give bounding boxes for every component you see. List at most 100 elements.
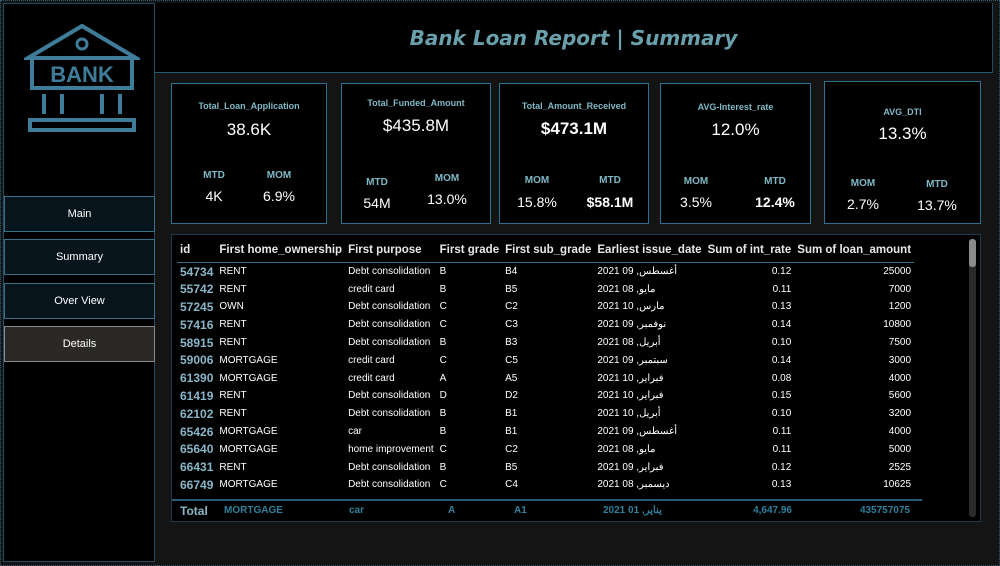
vertical-scrollbar[interactable] [969, 239, 976, 517]
kpi-value: $473.1M [540, 119, 608, 138]
column-header-int-rate[interactable]: Sum of int_rate [704, 238, 795, 263]
table-cell: B [439, 461, 447, 473]
table-cell: car [348, 426, 362, 438]
table-cell: OWN [219, 301, 244, 313]
table-cell: أبريل, 10 2021 [597, 408, 661, 420]
total-sub-grade: A1 [514, 505, 527, 516]
table-cell: C [439, 479, 447, 491]
nav-details-button[interactable]: Details [4, 326, 155, 362]
table-cell: RENT [219, 337, 247, 349]
kpi-right-label: MOM [434, 173, 460, 184]
kpi-right-value: 13.7% [917, 197, 957, 213]
table-cell: Debt consolidation [348, 390, 431, 402]
table-cell: 0.14 [771, 354, 792, 366]
kpi-title: Total_Amount_Received [521, 101, 627, 111]
column-header-purpose[interactable]: First purpose [345, 238, 437, 263]
logo-text: BANK [50, 62, 114, 87]
table-cell: MORTGAGE [219, 443, 278, 455]
kpi-card-avg-dti: AVG_DTI 13.3% MOM 2.7% MTD 13.7% [824, 81, 981, 224]
table-cell: A [439, 372, 447, 384]
table-cell: 0.11 [772, 283, 792, 295]
nav-summary-label: Summary [55, 251, 104, 263]
column-header-sub-grade[interactable]: First sub_grade [502, 238, 595, 263]
total-purpose: car [349, 505, 365, 516]
nav-main-button[interactable]: Main [4, 196, 155, 232]
table-cell: B [439, 337, 447, 349]
kpi-right-value: 13.0% [427, 191, 467, 207]
column-header-issue-date[interactable]: Earliest issue_date [594, 238, 705, 263]
table-cell: 0.11 [772, 443, 792, 455]
column-header-loan-amount[interactable]: Sum of loan_amount [794, 238, 915, 263]
table-cell: 3000 [888, 354, 912, 366]
table-cell: 54734 [180, 264, 214, 279]
table-cell: Debt consolidation [348, 479, 431, 491]
main-content: Total_Loan_Application 38.6K MTD 4K MOM … [155, 74, 993, 562]
table-row[interactable]: 66749 MORTGAGE Debt consolidation C C4 ديسمبر… [177, 476, 914, 494]
table-cell: فبراير, 10 2021 [597, 390, 664, 402]
kpi-left-value: 54M [363, 195, 391, 211]
page-title: Bank Loan Report | Summary [409, 25, 738, 50]
table-cell: C4 [505, 479, 518, 491]
table-cell: B5 [505, 283, 518, 295]
table-cell: MORTGAGE [219, 354, 278, 366]
table-row[interactable]: 57245 OWN Debt consolidation C C2 مارس, 10 20… [177, 298, 914, 316]
table-cell: 0.13 [771, 479, 792, 491]
table-cell: 1200 [888, 301, 912, 313]
table-cell: C [439, 301, 447, 313]
nav-overview-button[interactable]: Over View [4, 283, 155, 319]
table-cell: 5600 [888, 390, 912, 402]
table-cell: B1 [505, 408, 518, 420]
table-cell: B [439, 283, 447, 295]
scrollbar-thumb[interactable] [969, 239, 976, 267]
table-cell: A5 [505, 372, 518, 384]
column-header-grade[interactable]: First grade [436, 238, 503, 263]
table-cell: Debt consolidation [348, 266, 431, 278]
table-cell: 65426 [180, 424, 214, 439]
table-cell: C [439, 319, 447, 331]
table-cell: 4000 [888, 372, 912, 384]
total-home-ownership: MORTGAGE [224, 505, 283, 516]
total-int-rate: 4,647.96 [753, 505, 792, 516]
table-cell: 0.08 [771, 372, 792, 384]
table-row[interactable]: 54734 RENT Debt consolidation B B4 أغسطس, 09 … [177, 263, 914, 281]
table-row[interactable]: 65426 MORTGAGE car B B1 أغسطس, 09 2021 0.11 400… [177, 423, 914, 441]
table-cell: أبريل, 08 2021 [597, 337, 661, 349]
nav-details-label: Details [62, 338, 97, 350]
table-row[interactable]: 62102 RENT Debt consolidation B B1 أبريل, 10 … [177, 405, 914, 423]
nav-main-label: Main [67, 208, 92, 220]
kpi-title: Total_Funded_Amount [367, 98, 465, 108]
table-cell: RENT [219, 319, 247, 331]
table-cell: أغسطس, 09 2021 [597, 266, 677, 278]
table-cell: MORTGAGE [219, 372, 278, 384]
column-header-id[interactable]: id [177, 238, 217, 263]
table-row[interactable]: 61390 MORTGAGE credit card A A5 فبراير, 10 20… [177, 369, 914, 387]
table-cell: B3 [505, 337, 518, 349]
table-cell: RENT [219, 266, 247, 278]
table-cell: Debt consolidation [348, 461, 431, 473]
table-cell: D2 [505, 390, 518, 402]
table-cell: B5 [505, 461, 518, 473]
table-cell: RENT [219, 408, 247, 420]
table-row[interactable]: 58915 RENT Debt consolidation B B3 أبريل, 08 … [177, 334, 914, 352]
table-cell: C [439, 443, 447, 455]
table-row[interactable]: 57416 RENT Debt consolidation C C3 نوفمبر, 09… [177, 316, 914, 334]
table-cell: Debt consolidation [348, 408, 431, 420]
table-row[interactable]: 55742 RENT credit card B B5 مايو, 08 2021 0.11… [177, 280, 914, 298]
table-cell: RENT [219, 461, 247, 473]
table-row[interactable]: 59006 MORTGAGE credit card C C5 سبتمبر, 09 20… [177, 351, 914, 369]
table-row[interactable]: 61419 RENT Debt consolidation D D2 فبراير, 10… [177, 387, 914, 405]
kpi-value: $435.8M [382, 116, 450, 135]
kpi-left-label: MOM [850, 178, 876, 189]
table-row[interactable]: 65640 MORTGAGE home improvement C C2 مايو, 08… [177, 440, 914, 458]
table-cell: 59006 [180, 353, 214, 368]
table-row[interactable]: 66431 RENT Debt consolidation B B5 فبراير, 09… [177, 458, 914, 476]
kpi-left-label: MTD [203, 170, 225, 181]
table-cell: D [439, 390, 447, 402]
header-bar: Bank Loan Report | Summary [155, 3, 993, 73]
kpi-right-value: 12.4% [755, 194, 795, 210]
nav-summary-button[interactable]: Summary [4, 239, 155, 275]
kpi-left-label: MOM [524, 175, 550, 186]
column-header-home-ownership[interactable]: First home_ownership [216, 238, 346, 263]
table-cell: C2 [505, 301, 518, 313]
bank-icon: BANK [24, 23, 140, 132]
